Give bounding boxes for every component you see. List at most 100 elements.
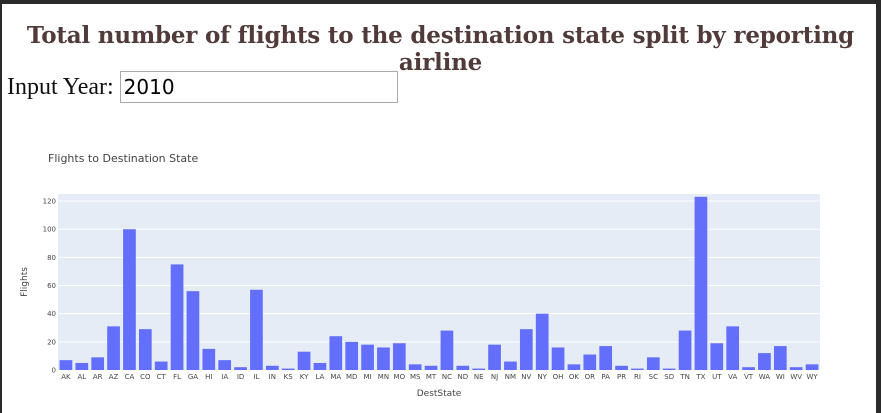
bar-md[interactable] xyxy=(345,341,359,370)
bar-id[interactable] xyxy=(234,367,247,370)
bar-ne[interactable] xyxy=(472,368,486,370)
x-tick-label: LA xyxy=(316,373,325,381)
bar-nv[interactable] xyxy=(519,329,533,370)
x-tick-label: TN xyxy=(679,373,690,381)
bar-nj[interactable] xyxy=(488,344,501,370)
x-tick-label: CT xyxy=(157,373,167,381)
bar-ct[interactable] xyxy=(154,361,168,370)
bars xyxy=(59,196,819,370)
window-frame-right xyxy=(876,0,881,413)
bar-ky[interactable] xyxy=(297,351,311,370)
x-tick-label: VA xyxy=(728,373,737,381)
x-axis-title: DestState xyxy=(417,389,462,399)
bar-la[interactable] xyxy=(313,362,327,370)
bar-va[interactable] xyxy=(726,326,740,370)
bar-ks[interactable] xyxy=(281,368,295,370)
bar-tx[interactable] xyxy=(694,196,708,370)
chart-title: Flights to Destination State xyxy=(48,152,198,165)
x-tick-label: AR xyxy=(93,373,103,381)
bar-ri[interactable] xyxy=(631,368,644,370)
plot-area xyxy=(58,194,820,370)
bar-pa[interactable] xyxy=(599,346,613,370)
x-tick-label: VT xyxy=(744,373,754,381)
bar-ak[interactable] xyxy=(59,360,73,370)
bar-ma[interactable] xyxy=(329,336,343,370)
bar-il[interactable] xyxy=(250,289,263,370)
flights-bar-chart: Flights to Destination State 0 20 40 60 80 10… xyxy=(20,152,820,399)
bar-co[interactable] xyxy=(138,329,152,370)
x-tick-label: AZ xyxy=(109,373,119,381)
bar-ca[interactable] xyxy=(123,229,136,370)
bar-ut[interactable] xyxy=(710,343,724,370)
gridlines xyxy=(58,200,820,343)
x-tick-label: SC xyxy=(649,373,658,381)
x-tick-label: AL xyxy=(77,373,86,381)
bar-sc[interactable] xyxy=(646,357,660,370)
bar-wv[interactable] xyxy=(789,367,803,370)
bar-mn[interactable] xyxy=(377,347,390,370)
y-tick-labels: 0 20 40 60 80 100 120 xyxy=(43,198,56,375)
x-tick-label: MI xyxy=(364,373,372,381)
x-tick-label: HI xyxy=(205,373,212,381)
x-tick-label: NJ xyxy=(491,373,498,381)
bar-wy[interactable] xyxy=(805,364,819,370)
bar-sd[interactable] xyxy=(662,368,676,370)
window-frame-top xyxy=(0,0,881,4)
x-tick-label: NC xyxy=(442,373,452,381)
x-tick-label: ID xyxy=(237,373,244,381)
x-tick-label: UT xyxy=(712,373,722,381)
bar-ok[interactable] xyxy=(567,364,581,370)
x-tick-labels: AK AL AR AZ CA CO CT FL GA HI IA ID IL IN KS KY LA MA MD MI… xyxy=(61,373,818,381)
y-tick-label: 40 xyxy=(47,310,56,318)
bar-nc[interactable] xyxy=(440,330,454,370)
bar-fl[interactable] xyxy=(170,264,184,370)
bar-pr[interactable] xyxy=(615,365,628,370)
x-tick-label: ND xyxy=(457,373,468,381)
bar-hi[interactable] xyxy=(202,348,216,370)
x-tick-label: MT xyxy=(426,373,437,381)
bar-nd[interactable] xyxy=(456,365,470,370)
year-input-label: Input Year: xyxy=(7,73,114,100)
x-tick-label: NV xyxy=(521,373,531,381)
x-tick-label: RI xyxy=(634,373,641,381)
x-tick-label: KY xyxy=(300,373,309,381)
x-tick-label: CA xyxy=(125,373,135,381)
y-tick-label: 100 xyxy=(43,226,56,234)
y-tick-label: 0 xyxy=(52,367,56,375)
x-tick-label: OK xyxy=(569,373,580,381)
bar-mt[interactable] xyxy=(424,365,438,370)
bar-ar[interactable] xyxy=(91,357,105,370)
bar-nm[interactable] xyxy=(504,361,517,370)
x-tick-label: PA xyxy=(601,373,610,381)
bar-tn[interactable] xyxy=(678,330,692,370)
x-tick-label: FL xyxy=(173,373,181,381)
bar-mi[interactable] xyxy=(361,344,374,370)
bar-wi[interactable] xyxy=(773,346,787,370)
x-tick-label: IL xyxy=(253,373,259,381)
x-tick-label: MA xyxy=(330,373,341,381)
bar-al[interactable] xyxy=(75,362,89,370)
bar-mo[interactable] xyxy=(392,343,406,370)
bar-or[interactable] xyxy=(583,354,597,370)
x-tick-label: OR xyxy=(585,373,596,381)
bar-vt[interactable] xyxy=(742,367,755,370)
bar-ny[interactable] xyxy=(535,313,549,370)
year-input[interactable] xyxy=(119,71,398,103)
x-tick-label: NE xyxy=(474,373,484,381)
bar-in[interactable] xyxy=(265,365,279,370)
x-tick-label: IN xyxy=(269,373,276,381)
x-tick-label: CO xyxy=(140,373,151,381)
bar-ia[interactable] xyxy=(218,360,232,370)
bar-wa[interactable] xyxy=(758,353,771,370)
x-tick-label: WV xyxy=(790,373,802,381)
x-tick-label: IA xyxy=(221,373,228,381)
y-tick-label: 80 xyxy=(47,254,56,262)
bar-az[interactable] xyxy=(107,326,120,370)
x-tick-label: TX xyxy=(695,373,705,381)
y-axis-title: Flights xyxy=(20,267,30,297)
bar-ga[interactable] xyxy=(186,291,200,370)
x-tick-label: WY xyxy=(806,373,818,381)
bar-oh[interactable] xyxy=(551,347,565,370)
y-tick-label: 120 xyxy=(43,198,56,206)
bar-ms[interactable] xyxy=(408,364,422,370)
